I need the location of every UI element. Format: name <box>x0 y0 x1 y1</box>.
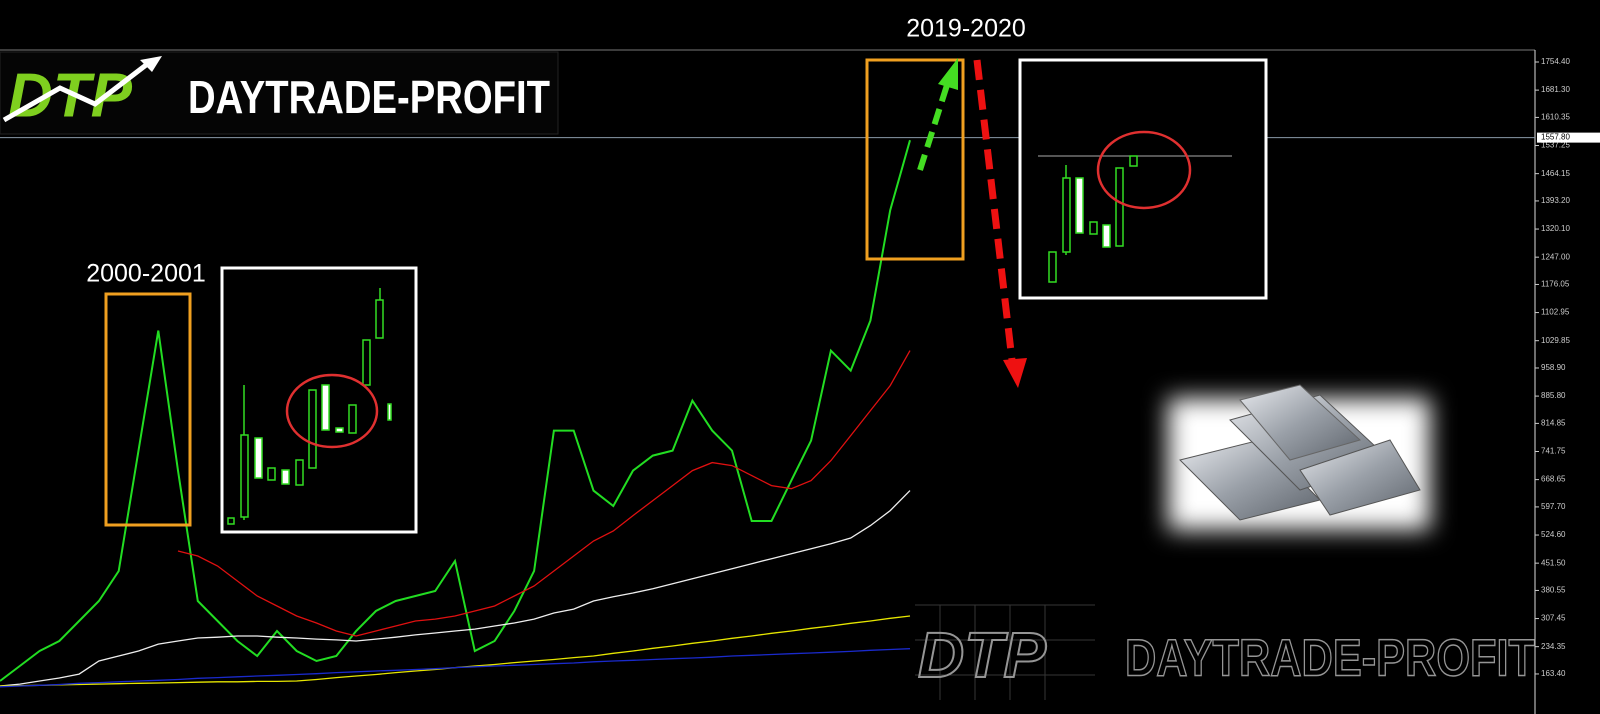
y-tick-label: 234.35 <box>1541 642 1566 651</box>
y-tick-label: 1537.25 <box>1541 141 1570 150</box>
up-arrowhead <box>938 58 958 90</box>
series-line <box>177 350 911 637</box>
y-tick-label: 307.45 <box>1541 614 1566 623</box>
circle-mark <box>285 373 379 449</box>
price-label: 1557.80 <box>1541 133 1570 142</box>
silver-bars-image <box>1168 384 1430 530</box>
logo-box <box>0 51 559 135</box>
circle-mark <box>1096 130 1192 210</box>
inset-chart <box>220 266 418 534</box>
series-line <box>0 139 911 682</box>
y-tick-label: 1320.10 <box>1541 224 1570 233</box>
series-line <box>0 490 911 687</box>
y-tick-label: 1029.85 <box>1541 336 1570 345</box>
watermark: DTP DAYTRADE-PROFIT <box>915 604 1536 700</box>
y-tick-label: 163.40 <box>1541 669 1566 678</box>
y-tick-label: 668.65 <box>1541 475 1566 484</box>
y-tick-label: 1610.35 <box>1541 113 1570 122</box>
price-label-bg <box>1537 132 1600 143</box>
highlight-box <box>865 58 965 261</box>
y-tick-label: 597.70 <box>1541 502 1566 511</box>
y-tick-label: 885.80 <box>1541 391 1566 400</box>
y-tick-label: 451.50 <box>1541 558 1566 567</box>
logo-mark: DTP <box>8 61 133 130</box>
y-tick-label: 524.60 <box>1541 530 1566 539</box>
down-arrow <box>973 59 1016 361</box>
y-tick-label: 1102.95 <box>1541 308 1570 317</box>
inset-chart <box>1018 58 1268 300</box>
y-tick-label: 380.55 <box>1541 586 1566 595</box>
series-line <box>0 648 911 688</box>
logo-arrowhead <box>140 56 162 72</box>
y-tick-label: 741.75 <box>1541 447 1566 456</box>
annotation: 2000-2001 <box>86 260 206 288</box>
y-tick-label: 958.90 <box>1541 363 1566 372</box>
y-tick-label: 814.85 <box>1541 418 1566 427</box>
logo-arrow <box>2 60 152 123</box>
highlight-box <box>104 292 192 527</box>
y-tick-label: 1393.20 <box>1541 196 1570 205</box>
logo: DTP DAYTRADE-PROFIT <box>0 51 559 135</box>
plot-area <box>0 137 1535 688</box>
y-tick-label: 1754.40 <box>1541 57 1570 66</box>
up-arrow <box>917 81 951 171</box>
watermark-mark: DTP <box>918 619 1046 691</box>
down-arrowhead <box>1003 358 1027 388</box>
y-tick-label: 1176.05 <box>1541 280 1570 289</box>
inset-box <box>220 266 418 534</box>
y-tick-label: 1681.30 <box>1541 85 1570 94</box>
watermark-text: DAYTRADE-PROFIT <box>1125 630 1535 688</box>
y-tick-label: 1464.15 <box>1541 169 1570 178</box>
annotation: 2019-2020 <box>906 15 1026 43</box>
y-tick-label: 1247.00 <box>1541 252 1570 261</box>
inset-box <box>1018 58 1268 300</box>
logo-text: DAYTRADE-PROFIT <box>188 71 550 123</box>
